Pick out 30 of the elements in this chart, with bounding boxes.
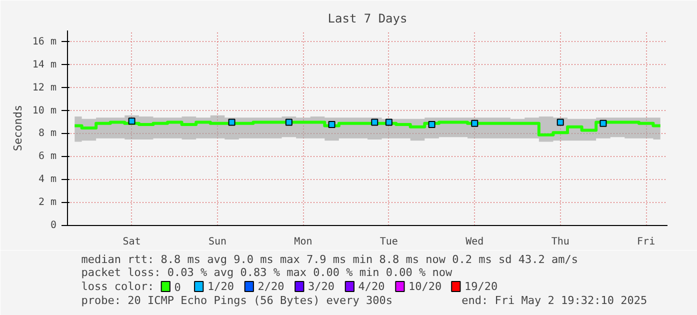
y-axis-title: Seconds	[11, 104, 24, 152]
legend-label: 2/20	[258, 280, 284, 293]
legend-label: 4/20	[358, 280, 385, 293]
y-tick-label: 2 m	[38, 197, 56, 208]
legend-label: 0	[174, 281, 181, 294]
legend-label: 3/20	[308, 280, 335, 293]
y-tick-label: 6 m	[38, 151, 56, 162]
x-tick-label: Fri	[637, 236, 656, 248]
y-tick-label: 12 m	[32, 82, 57, 94]
y-tick-label: 8 m	[38, 128, 56, 140]
legend-title: loss color:	[81, 280, 154, 293]
y-tick-label: 16 m	[32, 36, 57, 48]
text: end: Fri May 2 19:32:10 2025	[462, 294, 648, 307]
y-tick-label: 10 m	[32, 105, 57, 116]
y-tick-label: 14 m	[32, 59, 57, 70]
y-tick-label: 0	[50, 220, 57, 231]
x-tick-label: Sat	[122, 236, 141, 248]
legend-label: 1/20	[207, 280, 234, 293]
x-tick-label: Sun	[208, 236, 227, 248]
x-tick-label: Thu	[551, 236, 570, 248]
text: probe: 20 ICMP Echo Pings (56 Bytes) every 300s	[81, 294, 393, 307]
legend-label: 19/20	[464, 280, 498, 293]
x-tick-label: Wed	[466, 236, 484, 248]
y-tick-label: 4 m	[38, 174, 56, 186]
legend-label: 10/20	[408, 280, 442, 293]
x-tick-label: Tue	[380, 236, 398, 248]
x-tick-label: Mon	[294, 236, 312, 248]
text: packet loss: 0.03 % avg 0.83 % max 0.00 % min 0.00 % now	[81, 266, 453, 279]
text: median rtt: 8.8 ms avg 9.0 ms max 7.9 ms min 8.8 ms now 0.2 ms sd 43.2 am/s	[81, 253, 578, 266]
chart-title: Last 7 Days	[328, 12, 408, 26]
